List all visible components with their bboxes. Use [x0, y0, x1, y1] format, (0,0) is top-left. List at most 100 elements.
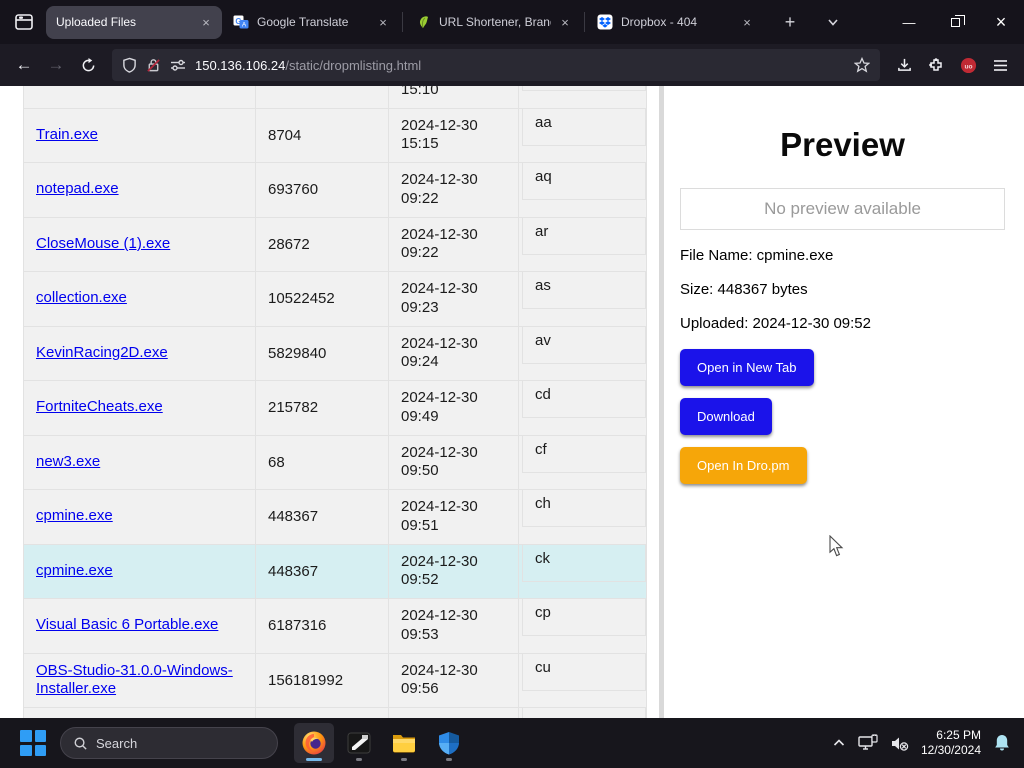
tab-close-icon[interactable]: ×	[202, 14, 210, 30]
firefox-view-icon[interactable]	[10, 8, 38, 36]
taskbar-windows-security[interactable]	[429, 723, 469, 763]
upload-date: 2024-12-30 09:51	[388, 489, 519, 545]
bookmark-star-icon[interactable]	[854, 57, 870, 73]
upload-date: 2024-12-30 09:22	[388, 216, 519, 272]
notification-bell-icon[interactable]	[992, 733, 1012, 753]
file-code: av	[522, 326, 646, 364]
running-indicator	[401, 758, 407, 761]
upload-date: 2024-12-30 09:58	[388, 707, 519, 718]
file-link[interactable]: OBS-Studio-31.0.0-Windows-Installer.exe	[36, 661, 233, 698]
taskbar-clock[interactable]: 6:25 PM 12/30/2024	[921, 728, 981, 758]
permissions-sliders-icon[interactable]	[170, 58, 186, 72]
file-size: 6187316	[255, 598, 389, 654]
tab-title: URL Shortener, Brande	[439, 15, 551, 29]
file-size: 448367	[255, 489, 389, 545]
tray-chevron-up-icon[interactable]	[832, 737, 846, 749]
preview-file-size: Size: 448367 bytes	[680, 281, 808, 298]
url-bar[interactable]: 150.136.106.24/static/dropmlisting.html	[112, 49, 880, 81]
restore-button[interactable]	[932, 0, 978, 44]
firefox-icon	[302, 731, 326, 755]
page-content: 2024-12-30 15:10 Train.exe 8704 2024-12-…	[0, 86, 1024, 718]
windows-taskbar: Search	[0, 718, 1024, 768]
table-row: notepad.exe 693760 2024-12-30 09:22 aq	[23, 162, 647, 218]
download-button[interactable]: Download	[680, 398, 772, 435]
search-icon	[74, 737, 87, 750]
reload-button[interactable]	[72, 50, 104, 80]
svg-text:A: A	[242, 22, 247, 29]
file-link[interactable]: Train.exe	[36, 125, 98, 143]
open-new-tab-button[interactable]: Open in New Tab	[680, 349, 814, 386]
tracking-protection-shield-icon[interactable]	[122, 57, 137, 73]
tab-close-icon[interactable]: ×	[561, 14, 569, 30]
start-button[interactable]	[20, 730, 46, 756]
tab-close-icon[interactable]: ×	[379, 14, 387, 30]
taskbar-firefox[interactable]	[294, 723, 334, 763]
file-link[interactable]: cpmine.exe	[36, 561, 113, 579]
table-row: cpmine.exe 448367 2024-12-30 09:51 ch	[23, 489, 647, 545]
upload-date: 2024-12-30 09:49	[388, 380, 519, 436]
file-link[interactable]: notepad.exe	[36, 180, 119, 198]
open-in-dropm-button[interactable]: Open In Dro.pm	[680, 447, 807, 484]
table-row: OBS-Studio-31.0.0-Windows-Installer.exe …	[23, 652, 647, 708]
new-tab-button[interactable]: +	[784, 11, 796, 32]
url-text[interactable]: 150.136.106.24/static/dropmlisting.html	[195, 58, 421, 73]
taskbar-search[interactable]: Search	[60, 727, 278, 759]
restore-icon	[950, 14, 965, 27]
file-link[interactable]: KevinRacing2D.exe	[36, 343, 168, 361]
running-indicator	[356, 758, 362, 761]
tab-uploaded-files[interactable]: Uploaded Files ×	[46, 5, 222, 39]
list-tabs-chevron-icon[interactable]	[826, 15, 840, 29]
file-link[interactable]: CloseMouse (1).exe	[36, 234, 171, 252]
ublock-origin-icon[interactable]: uo	[952, 50, 984, 80]
forward-button[interactable]: →	[47, 55, 65, 74]
taskbar-file-explorer[interactable]	[384, 723, 424, 763]
file-explorer-icon	[393, 735, 415, 753]
file-link[interactable]: cpmine.exe	[36, 507, 113, 525]
file-code: ch	[522, 490, 646, 527]
file-code: aa	[522, 108, 646, 146]
file-size: 68	[255, 434, 389, 490]
file-link[interactable]: new3.exe	[36, 452, 101, 470]
downloads-button[interactable]	[888, 50, 920, 80]
taskbar-terminal[interactable]	[339, 723, 379, 763]
back-button[interactable]: ←	[15, 55, 33, 74]
tab-separator	[402, 12, 403, 32]
table-row: new3.exe 68 2024-12-30 09:50 cf	[23, 434, 647, 490]
tab-title: Google Translate	[257, 15, 349, 29]
tab-close-icon[interactable]: ×	[743, 14, 751, 30]
tab-separator	[584, 12, 585, 32]
file-link[interactable]: collection.exe	[36, 289, 127, 307]
table-row: CloseMouse (1).exe 28672 2024-12-30 09:2…	[23, 216, 647, 272]
upload-date: 2024-12-30 09:22	[388, 162, 519, 218]
svg-text:G: G	[235, 17, 241, 26]
file-code: cd	[522, 381, 646, 418]
file-link[interactable]: FortniteCheats.exe	[36, 398, 163, 416]
network-icon[interactable]	[857, 734, 879, 752]
no-preview-box: No preview available	[680, 188, 1005, 230]
upload-date: 2024-12-30 09:24	[388, 325, 519, 381]
table-row: collection.exe 10522452 2024-12-30 09:23…	[23, 271, 647, 327]
svg-text:uo: uo	[964, 63, 972, 70]
running-indicator	[306, 758, 322, 761]
upload-date: 2024-12-30 09:53	[388, 598, 519, 654]
table-row: 2024-12-30 15:10	[23, 86, 647, 109]
tab-dropbox[interactable]: Dropbox - 404 ×	[587, 6, 763, 39]
file-list-pane: 2024-12-30 15:10 Train.exe 8704 2024-12-…	[0, 86, 659, 718]
search-placeholder: Search	[96, 735, 138, 751]
tab-title: Dropbox - 404	[621, 15, 698, 29]
file-size: 40960	[255, 707, 389, 718]
minimize-button[interactable]: —	[902, 14, 916, 30]
menu-hamburger-icon[interactable]	[984, 50, 1016, 80]
insecure-lock-icon[interactable]	[146, 57, 161, 73]
extensions-puzzle-icon[interactable]	[920, 50, 952, 80]
tab-url-shortener[interactable]: URL Shortener, Brande ×	[405, 6, 581, 39]
uploaded-files-table: 2024-12-30 15:10 Train.exe 8704 2024-12-…	[23, 86, 647, 718]
close-button[interactable]: ×	[995, 11, 1007, 32]
file-link[interactable]: Visual Basic 6 Portable.exe	[36, 616, 219, 634]
preview-heading: Preview	[780, 126, 905, 163]
volume-muted-icon[interactable]	[890, 735, 910, 752]
url-shortener-favicon	[415, 14, 431, 30]
